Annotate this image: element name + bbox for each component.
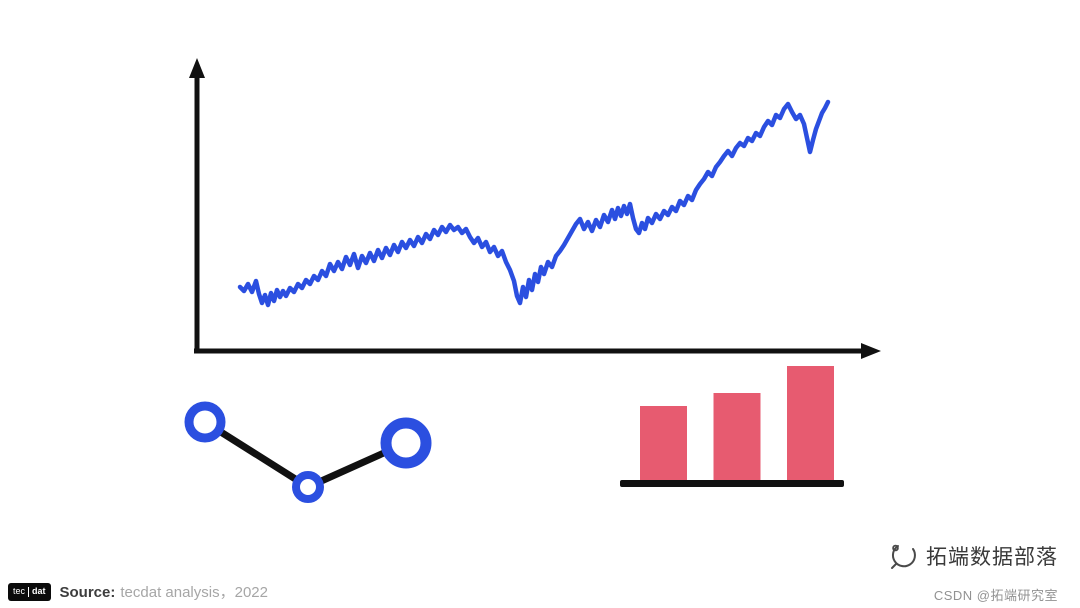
bar (640, 406, 687, 481)
chat-bubble-icon (891, 544, 916, 569)
watermark: 拓端数据部落 (889, 541, 1058, 571)
data-point-circle (380, 417, 432, 469)
source-label: Source: (59, 584, 116, 601)
source-text: Source: tecdat analysis，2022 (60, 581, 268, 602)
data-point-circle (292, 471, 324, 503)
csdn-credit: CSDN @拓端研究室 (933, 588, 1058, 603)
watermark-brand: 拓端数据部落 (926, 546, 1058, 569)
price-line (237, 99, 831, 308)
logo-text-tec: tec (13, 586, 26, 596)
logo-text-dat: dat (32, 586, 46, 596)
x-axis-arrow (861, 343, 881, 359)
tecdat-logo: tec dat (8, 582, 51, 601)
source-value: tecdat analysis，2022 (120, 584, 268, 601)
bar (713, 393, 761, 481)
data-point-circle (184, 401, 226, 443)
bar (787, 366, 834, 481)
logo-divider (28, 586, 30, 597)
dot-line-chart-icon (184, 401, 432, 503)
y-axis-arrow (189, 58, 205, 78)
growth-bar-chart (620, 366, 844, 487)
bar-baseline (620, 480, 844, 487)
stock-line-chart (189, 58, 881, 359)
source-row: tec dat Source: tecdat analysis，2022 (8, 581, 268, 602)
